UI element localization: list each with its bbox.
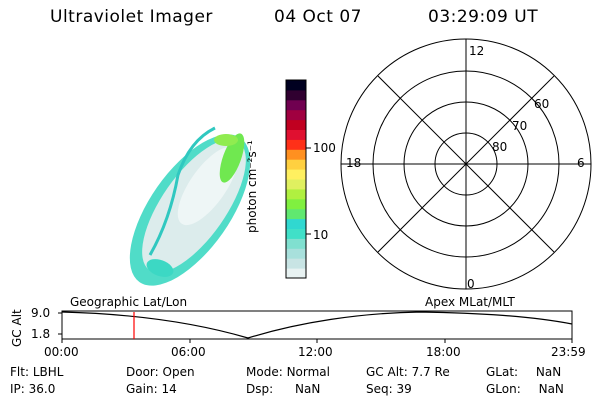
mlt-label-6: 6: [577, 156, 585, 170]
status-ip-value: 36.0: [28, 382, 56, 396]
status-door: Door: Open: [126, 365, 195, 379]
status-flt: Flt: LBHL: [10, 365, 64, 379]
mlt-label-0: 0: [467, 277, 475, 291]
mlt-label-12: 12: [469, 44, 485, 58]
status-gcalt-value: 7.7 Re: [411, 365, 450, 379]
instrument-title: Ultraviolet Imager: [50, 7, 213, 27]
colorbar-outline: [285, 79, 307, 279]
colorbar-segment: [286, 228, 306, 239]
colorbar-segment: [286, 119, 306, 130]
colorbar-segment: [286, 208, 306, 220]
status-seq-value: 39: [396, 382, 412, 396]
status-glat: GLat: NaN: [486, 365, 562, 379]
status-gain: Gain: 14: [126, 382, 177, 396]
x-tick-0000: 00:00: [44, 345, 79, 359]
colorbar-segment: [286, 80, 306, 91]
colorbar-segment: [286, 268, 306, 279]
status-dsp-value: NaN: [294, 382, 321, 396]
apex-caption: Apex MLat/MLT: [425, 295, 515, 309]
status-door-value: Open: [162, 365, 195, 379]
status-ip: IP: 36.0: [10, 382, 56, 396]
date-label: 04 Oct 07: [274, 7, 362, 27]
status-glon: GLon: NaN: [486, 382, 564, 396]
lat-label-60: 60: [534, 97, 550, 111]
status-gain-value: 14: [161, 382, 177, 396]
timeline-axis-label: GC Alt: [10, 309, 24, 347]
mlt-label-18: 18: [346, 156, 362, 170]
colorbar-segment: [286, 258, 306, 269]
geographic-aurora-image: [129, 126, 251, 286]
colorbar-segment: [286, 139, 306, 150]
colorbar-segment: [286, 248, 306, 259]
status-mode-value: Normal: [286, 365, 330, 379]
colorbar-segment: [286, 238, 306, 249]
altitude-timeline: [58, 310, 573, 343]
colorbar-segment: [286, 218, 306, 229]
colorbar-segment: [286, 159, 306, 170]
lat-label-80: 80: [492, 140, 508, 154]
colorbar-tick-100: 100: [313, 141, 336, 155]
status-glon-value: NaN: [538, 382, 564, 396]
status-seq: Seq: 39: [366, 382, 412, 396]
status-glat-value: NaN: [535, 365, 562, 379]
polar-mlt-plot: [340, 38, 592, 290]
colorbar-segment: [286, 198, 306, 210]
colorbar-segment: [286, 129, 306, 140]
colorbar-segment: [286, 99, 306, 111]
colorbar-segment: [286, 188, 306, 200]
time-label: 03:29:09 UT: [428, 7, 539, 27]
y-tick-high: 9.0: [31, 306, 51, 320]
colorbar-units-label: photon cm⁻²s⁻¹: [245, 140, 259, 233]
colorbar-segment: [286, 89, 306, 101]
x-tick-1200: 12:00: [298, 345, 333, 359]
x-tick-2359: 23:59: [551, 345, 586, 359]
colorbar-segment: [286, 109, 306, 121]
lat-label-70: 70: [512, 119, 528, 133]
color-scale-bar: [285, 79, 307, 279]
x-tick-1800: 18:00: [426, 345, 461, 359]
colorbar-segment: [286, 179, 306, 190]
status-dsp: Dsp: NaN: [246, 382, 321, 396]
status-flt-value: LBHL: [32, 365, 64, 379]
x-tick-0600: 06:00: [171, 345, 206, 359]
geographic-caption: Geographic Lat/Lon: [70, 295, 188, 309]
y-tick-low: 1.8: [31, 327, 51, 341]
colorbar-tick-10: 10: [313, 228, 329, 242]
colorbar-segment: [286, 149, 306, 160]
status-mode: Mode: Normal: [246, 365, 330, 379]
status-gcalt: GC Alt: 7.7 Re: [366, 365, 450, 379]
colorbar-segment: [286, 169, 306, 180]
